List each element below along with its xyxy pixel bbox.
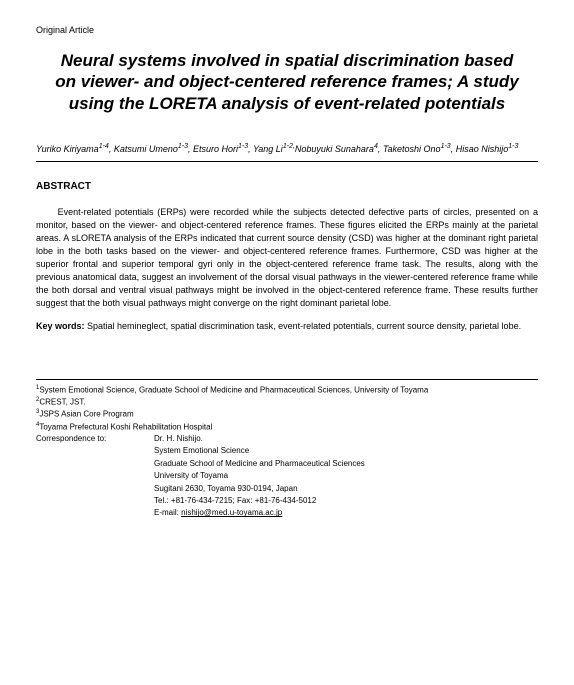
keywords-text: Spatial hemineglect, spatial discriminat… <box>85 321 522 331</box>
affiliation-line: 1System Emotional Science, Graduate Scho… <box>36 384 538 396</box>
keywords-label: Key words: <box>36 321 85 331</box>
author-list: Yuriko Kiriyama1-4, Katsumi Umeno1-3, Et… <box>36 142 538 155</box>
correspondence-line: System Emotional Science <box>154 445 365 457</box>
correspondence-line: University of Toyama <box>154 470 365 482</box>
affiliation-line: 2CREST, JST. <box>36 396 538 408</box>
correspondence-line: Dr. H. Nishijo. <box>154 433 365 445</box>
correspondence-email-line: E-mail: nishijo@med.u-toyama.ac.jp <box>154 507 365 519</box>
author-affil-sup: 1-3 <box>508 143 518 150</box>
author-affil-sup: 4 <box>374 143 378 150</box>
affiliation-sup: 2 <box>36 397 39 403</box>
author-affil-sup: 1-3 <box>441 143 451 150</box>
correspondence-line: Graduate School of Medicine and Pharmace… <box>154 458 365 470</box>
author-affil-sup: 1-4 <box>99 143 109 150</box>
article-type: Original Article <box>36 24 538 36</box>
correspondence-lines: Dr. H. Nishijo.System Emotional ScienceG… <box>154 433 365 520</box>
correspondence-line: Sugitani 2630, Toyama 930-0194, Japan <box>154 483 365 495</box>
affiliations: 1System Emotional Science, Graduate Scho… <box>36 384 538 433</box>
author-affil-sup: 1-2, <box>283 143 295 150</box>
correspondence: Correspondence to: Dr. H. Nishijo.System… <box>36 433 538 520</box>
correspondence-line: Tel.: +81-76-434-7215; Fax: +81-76-434-5… <box>154 495 365 507</box>
abstract-heading: ABSTRACT <box>36 180 538 194</box>
affiliation-line: 4Toyama Prefectural Koshi Rehabilitation… <box>36 421 538 433</box>
affiliation-sup: 4 <box>36 422 39 428</box>
divider-bottom <box>36 379 538 380</box>
correspondence-label: Correspondence to: <box>36 433 154 520</box>
author-affil-sup: 1-3 <box>238 143 248 150</box>
affiliation-sup: 3 <box>36 409 39 415</box>
keywords: Key words: Spatial hemineglect, spatial … <box>36 320 538 333</box>
paper-title: Neural systems involved in spatial discr… <box>50 50 524 114</box>
divider-top <box>36 161 538 162</box>
affiliation-line: 3JSPS Asian Core Program <box>36 408 538 420</box>
abstract-body: Event-related potentials (ERPs) were rec… <box>36 206 538 310</box>
email-label: E-mail: <box>154 508 181 517</box>
email-link[interactable]: nishijo@med.u-toyama.ac.jp <box>181 508 282 517</box>
affiliation-sup: 1 <box>36 385 39 391</box>
author-affil-sup: 1-3 <box>178 143 188 150</box>
